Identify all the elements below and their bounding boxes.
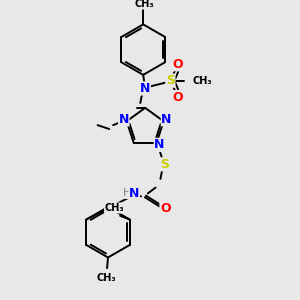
Text: O: O [160,202,171,215]
Text: N: N [140,82,150,95]
Text: H: H [123,188,132,198]
Text: S: S [160,158,169,171]
Text: CH₃: CH₃ [193,76,212,86]
Text: N: N [118,113,129,126]
Text: CH₃: CH₃ [134,0,154,9]
Text: CH₃: CH₃ [96,273,116,283]
Text: N: N [161,113,172,126]
Text: N: N [154,138,165,152]
Text: O: O [173,91,184,104]
Text: N: N [129,187,140,200]
Text: S: S [166,74,175,87]
Text: CH₃: CH₃ [104,203,124,213]
Text: O: O [173,58,184,71]
